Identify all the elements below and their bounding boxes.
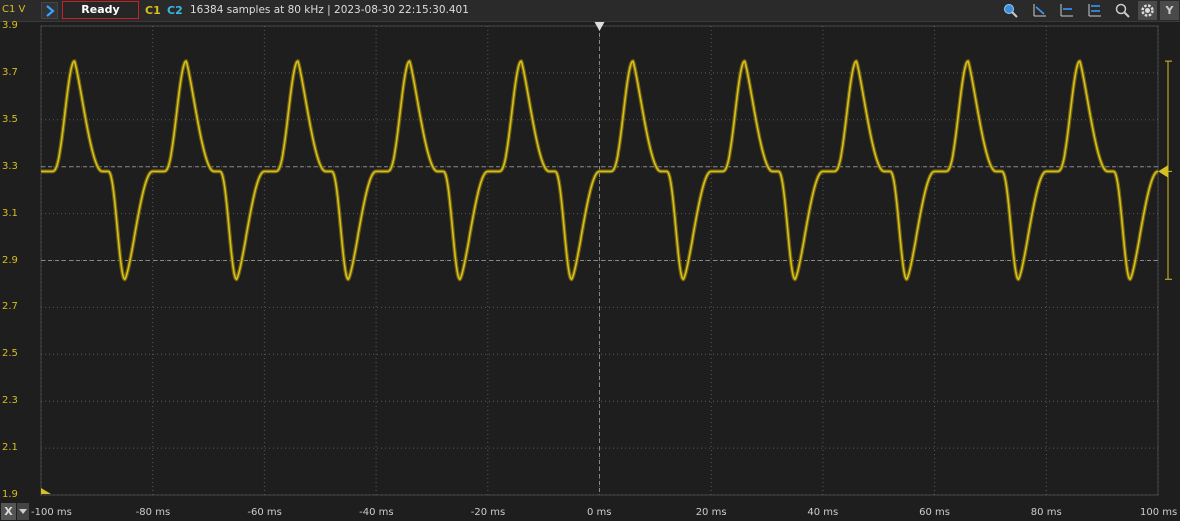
chevron-down-icon bbox=[19, 509, 27, 514]
cursor-x2-icon bbox=[1060, 4, 1073, 17]
y-tick-label: 3.5 bbox=[2, 113, 18, 125]
y-tick-label: 2.5 bbox=[2, 348, 18, 360]
status-indicator: Ready bbox=[62, 1, 139, 19]
y-tick-label: 3.7 bbox=[2, 66, 18, 78]
zoom-button[interactable] bbox=[1113, 1, 1132, 20]
x-tick-label: -80 ms bbox=[135, 507, 171, 518]
y-axis-button[interactable]: Y bbox=[1160, 1, 1179, 20]
x-tick-label: 20 ms bbox=[695, 507, 727, 518]
cursor-x1-icon bbox=[1033, 4, 1046, 17]
gear-icon bbox=[1141, 4, 1154, 17]
acquisition-info: 16384 samples at 80 kHz | 2023-08-30 22:… bbox=[190, 4, 469, 16]
y-tick-label: 2.7 bbox=[2, 301, 18, 313]
y-tick-label: 2.9 bbox=[2, 254, 18, 266]
zoom-icon bbox=[1115, 3, 1130, 18]
cursor-y-icon bbox=[1088, 4, 1101, 17]
x-tick-label: -60 ms bbox=[247, 507, 282, 518]
c1-trace bbox=[40, 60, 1159, 281]
y-tick-label: 3.3 bbox=[2, 160, 18, 172]
y-tick-label: 1.9 bbox=[2, 489, 18, 500]
x-tick-label: -40 ms bbox=[359, 507, 394, 518]
channel-2-button[interactable]: C2 bbox=[167, 4, 183, 17]
zoom-fit-icon bbox=[1004, 4, 1018, 18]
trigger-marker-icon bbox=[594, 22, 605, 31]
channel-unit-label: C1 V bbox=[2, 4, 26, 15]
play-icon bbox=[46, 5, 55, 17]
y-tick-label: 2.1 bbox=[2, 442, 18, 454]
x-tick-label: 0 ms bbox=[587, 507, 612, 518]
x-tick-label: -20 ms bbox=[470, 507, 506, 518]
x-tick-label: 100 ms bbox=[1140, 507, 1178, 518]
y-tick-label: 2.3 bbox=[2, 395, 18, 407]
channel-1-button[interactable]: C1 bbox=[145, 4, 161, 17]
x-tick-label: 80 ms bbox=[1030, 507, 1062, 518]
zoom-fit-button[interactable] bbox=[1001, 1, 1020, 20]
x-tick-label: -100 ms bbox=[31, 507, 72, 518]
settings-button[interactable] bbox=[1138, 1, 1157, 20]
oscilloscope-plot[interactable] bbox=[0, 21, 1180, 521]
cursor-x2-button[interactable] bbox=[1057, 1, 1076, 20]
x-tick-label: 60 ms bbox=[919, 507, 950, 518]
cursor-y-button[interactable] bbox=[1085, 1, 1104, 20]
y-tick-label: 3.9 bbox=[2, 20, 18, 31]
run-button[interactable] bbox=[41, 2, 58, 19]
c1-level-marker-icon bbox=[41, 488, 51, 494]
cursor-x1-button[interactable] bbox=[1030, 1, 1049, 20]
c1-range-marker bbox=[1165, 60, 1172, 280]
x-axis-dropdown[interactable] bbox=[17, 503, 29, 520]
x-axis-button[interactable]: X bbox=[1, 503, 16, 520]
y-tick-label: 3.1 bbox=[2, 207, 18, 219]
toolbar: C1 V Ready C1 C2 16384 samples at 80 kHz… bbox=[0, 0, 1180, 22]
x-tick-label: 40 ms bbox=[807, 507, 839, 518]
c1-offset-marker-icon bbox=[1158, 165, 1172, 178]
